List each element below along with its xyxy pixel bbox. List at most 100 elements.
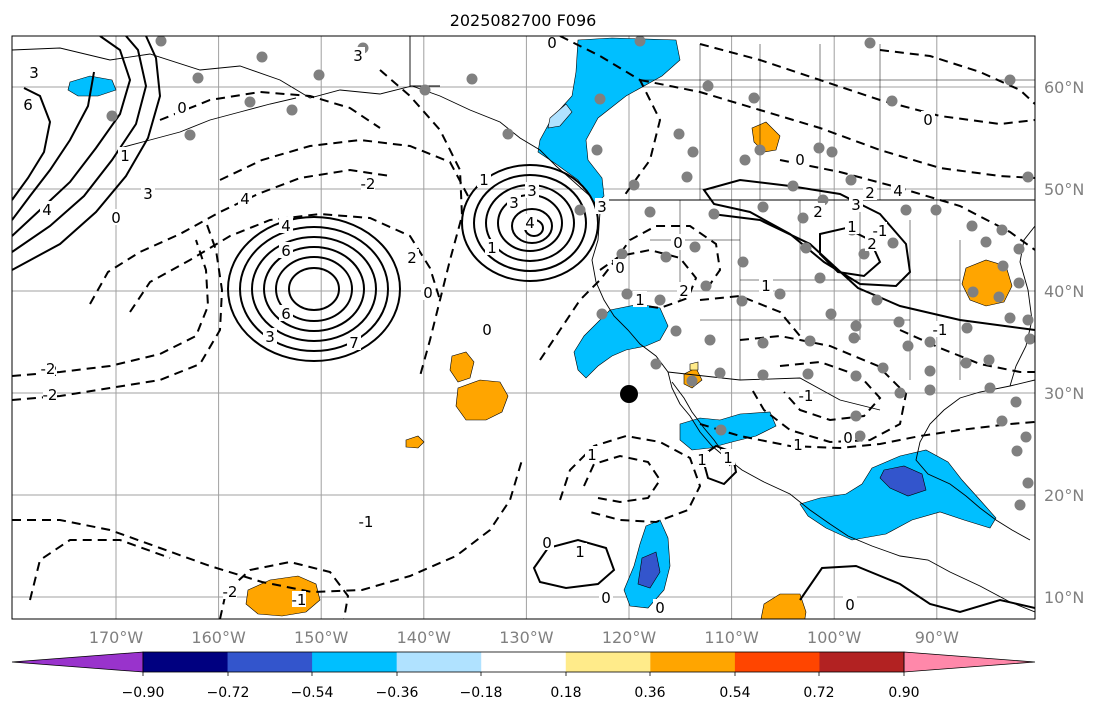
colorbar-bin [650, 652, 736, 672]
station-dot [757, 369, 769, 381]
contour-neg-20 [779, 159, 1035, 251]
contour-label-bg [223, 583, 237, 599]
station-dot [871, 294, 883, 306]
contour-lines [12, 36, 1035, 614]
shade-canada-orange [751, 121, 781, 153]
contour-label: 0 [795, 151, 805, 169]
station-dot [106, 110, 118, 122]
station-dot [686, 375, 698, 387]
station-dot [737, 256, 749, 268]
contour-label-bg [361, 175, 375, 191]
colorbar-label: 0.54 [719, 685, 750, 701]
station-dot [997, 260, 1009, 272]
contour-label-bg [595, 198, 609, 214]
colorbar-label: −0.72 [207, 685, 250, 701]
contour-central-am [799, 564, 1035, 614]
station-dot [850, 370, 862, 382]
contour-label: 2 [813, 203, 823, 221]
contour-label-bg [40, 201, 54, 217]
station-dot [1004, 74, 1016, 86]
contour-mexico-small [700, 444, 738, 486]
contour-label-bg [933, 321, 947, 337]
colorbar-bin [819, 652, 905, 672]
contour-label: -1 [359, 513, 374, 531]
station-dot [616, 248, 628, 260]
station-dot [748, 92, 760, 104]
contour-label-bg [485, 239, 499, 255]
lon-tick-label: 140°W [397, 628, 452, 647]
contour-neg-13 [559, 434, 702, 524]
lon-tick-label: 160°W [191, 628, 246, 647]
station-dot [708, 208, 720, 220]
contour-label: 0 [845, 596, 855, 614]
contour-label: 1 [487, 239, 497, 257]
contour-label-bg [599, 589, 613, 605]
contour-label: 0 [423, 284, 433, 302]
station-dot [961, 322, 973, 334]
contour-label-bg [27, 64, 41, 80]
station-dot [902, 340, 914, 352]
contour-lines-dashed [12, 36, 1035, 619]
station-dot [787, 180, 799, 192]
station-dot [813, 142, 825, 154]
station-dot [687, 146, 699, 158]
colorbar-bin [565, 652, 651, 672]
station-dot [644, 206, 656, 218]
contour-label-bg [405, 249, 419, 265]
station-dot [983, 354, 995, 366]
colorbar-extend-high [903, 651, 1036, 673]
station-dot [1022, 477, 1034, 489]
coast-gulf [915, 379, 1035, 541]
contour-label-bg [359, 513, 373, 529]
contour-neg-10 [219, 560, 350, 619]
station-dot [924, 336, 936, 348]
contour-label: 3 [143, 185, 153, 203]
contour-label: -2 [43, 386, 58, 404]
station-dot [825, 308, 837, 320]
colorbar-label: −0.90 [122, 685, 165, 701]
station-dot [689, 241, 701, 253]
shade-nw-mexico-blue [679, 411, 777, 451]
colorbar-label: −0.18 [460, 685, 503, 701]
station-dot [864, 37, 876, 49]
station-dot [1013, 243, 1025, 255]
contour-neg-19 [699, 43, 1035, 126]
contour-label-bg [891, 182, 905, 198]
station-dot [797, 212, 809, 224]
contour-neg-6 [379, 69, 464, 377]
colorbar-label: 0.18 [550, 685, 581, 701]
station-dot [966, 220, 978, 232]
station-dot [984, 382, 996, 394]
contour-label-bg [238, 190, 252, 206]
contour-label: 3 [527, 182, 537, 200]
contour-high-pacific-6 [288, 267, 340, 311]
contour-label-bg [292, 591, 306, 607]
contour-label: 3 [29, 64, 39, 82]
map-area: 36031340637-24-22-20463110334-2012-1010-… [12, 36, 1035, 619]
station-dot [930, 204, 942, 216]
shade-alaska-panhandle-lightblue [547, 103, 573, 129]
station-dot [466, 73, 478, 85]
contour-label-bg [523, 214, 537, 230]
colorbar-label: 0.72 [803, 685, 834, 701]
contour-label-bg [545, 36, 559, 50]
station-dot [848, 332, 860, 344]
contour-label-bg [921, 111, 935, 127]
contour-label: 6 [281, 305, 291, 323]
station-dot [894, 387, 906, 399]
station-dot [887, 237, 899, 249]
station-dot [736, 295, 748, 307]
contour-labels: 36031340637-24-22-20463110334-2012-1010-… [21, 36, 947, 617]
station-dot [670, 325, 682, 337]
contour-high-coast-2 [473, 174, 587, 272]
lon-tick-label: 110°W [704, 628, 759, 647]
shade-central-america-blue [799, 449, 997, 541]
contour-neg-1 [12, 221, 224, 401]
contour-label: 1 [723, 449, 733, 467]
contour-label: 4 [893, 182, 903, 200]
coast-aleutians [119, 97, 297, 149]
station-dot [967, 286, 979, 298]
lon-tick-label: 150°W [294, 628, 349, 647]
station-dot [1014, 499, 1026, 511]
contour-label: 4 [42, 201, 52, 219]
